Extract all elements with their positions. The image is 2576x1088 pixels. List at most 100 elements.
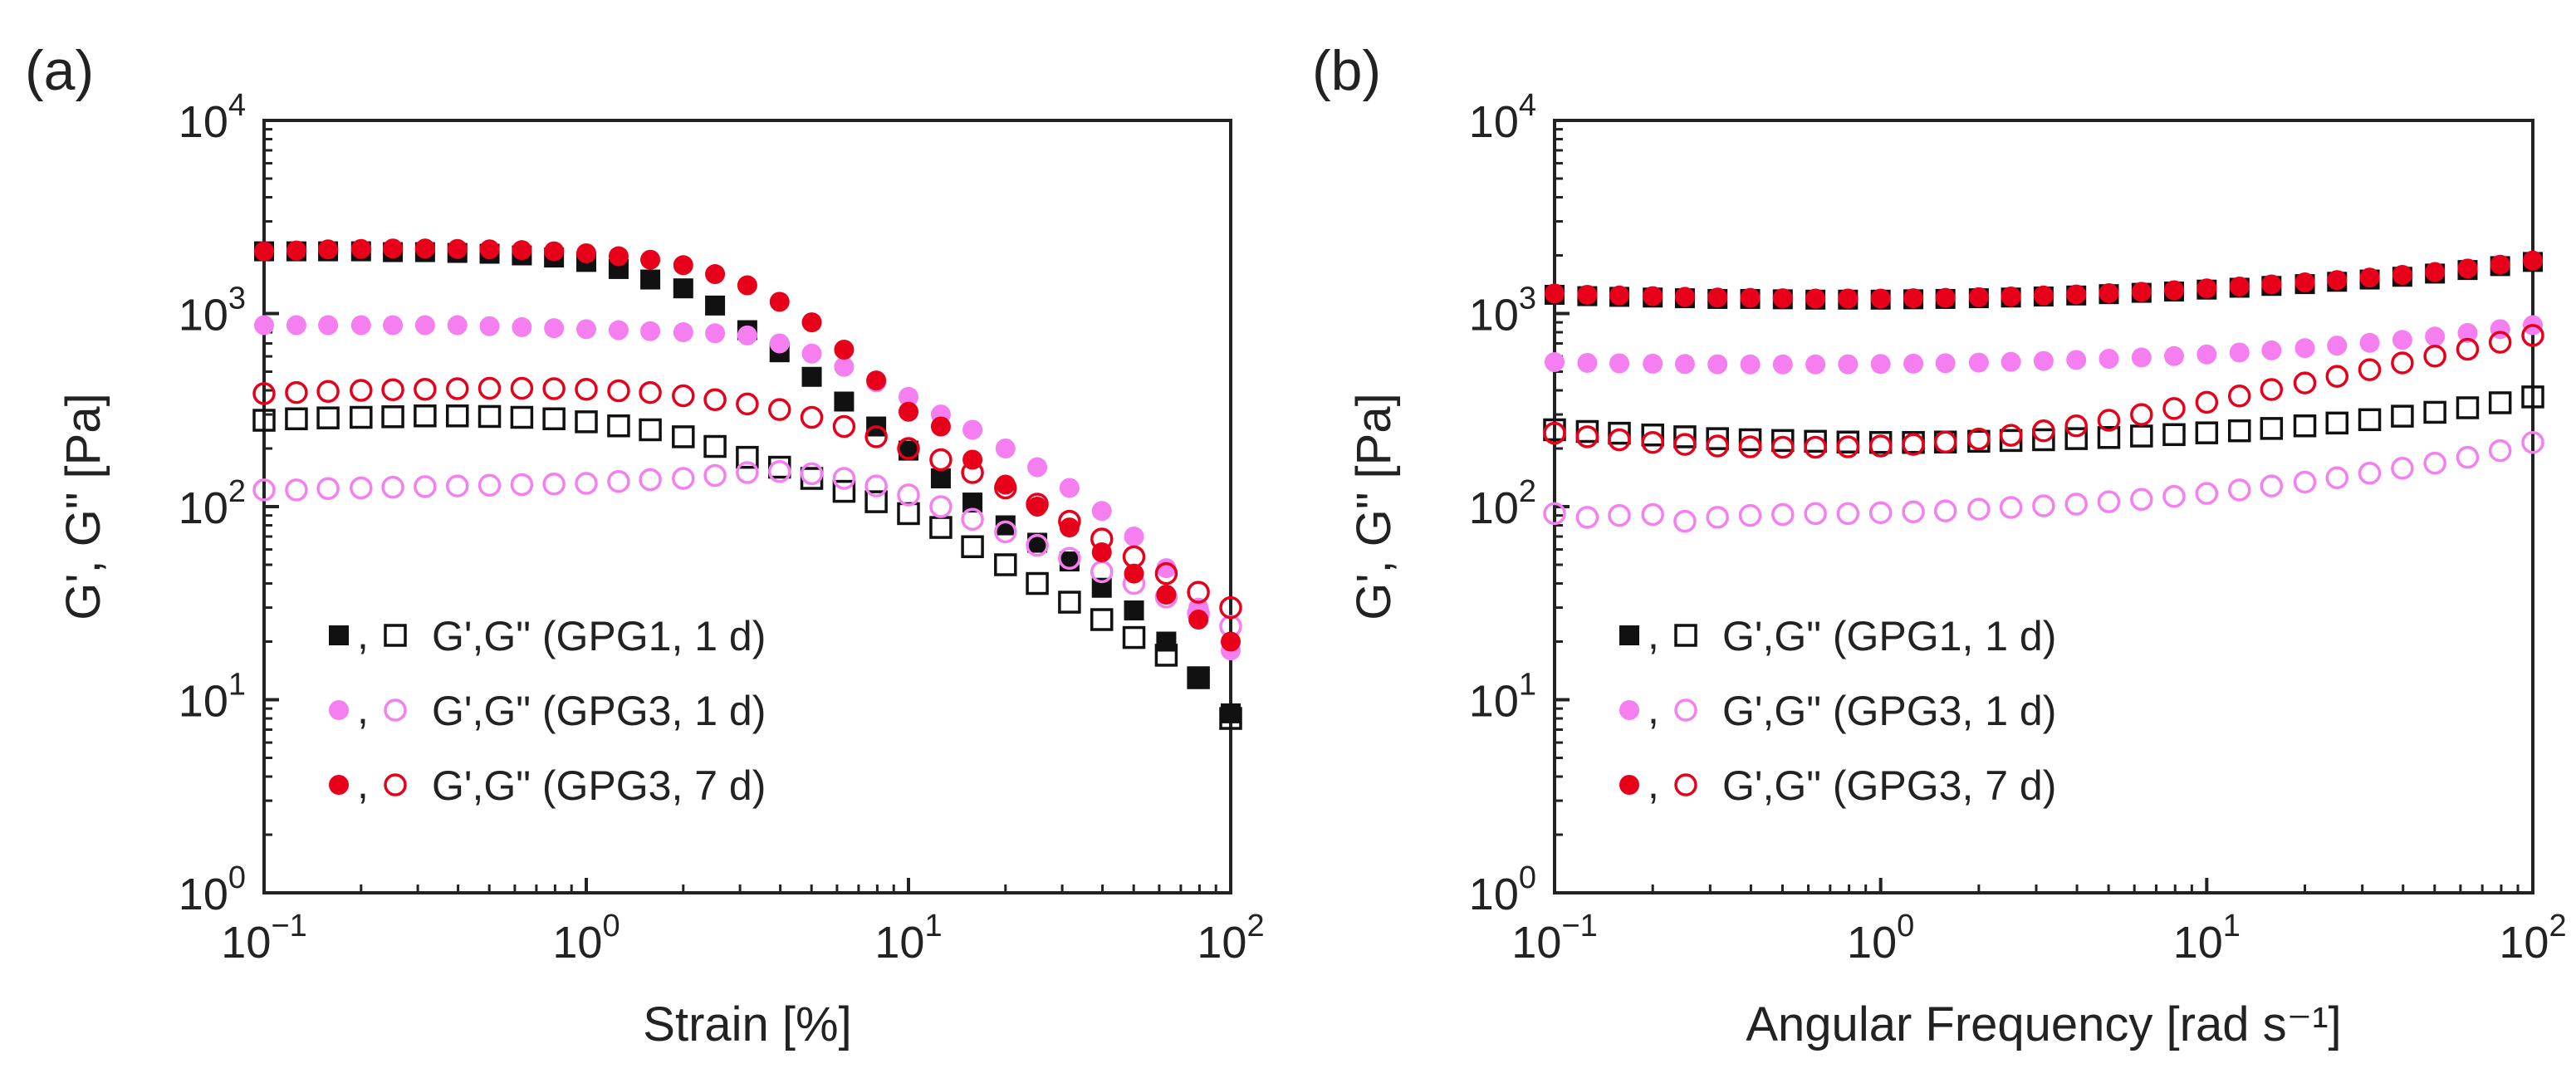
data-point [2261, 274, 2282, 295]
data-point [1575, 425, 1599, 448]
y-tick-label: 102 [1469, 474, 1536, 533]
data-point [510, 405, 534, 429]
data-point [2488, 391, 2512, 414]
data-point [1771, 429, 1795, 453]
data-point [961, 461, 984, 484]
data-series [1543, 430, 2544, 533]
y-tick-label-exponent: 2 [228, 474, 246, 509]
data-point [801, 343, 822, 364]
data-series [252, 404, 1242, 730]
data-point [2195, 390, 2219, 414]
data-point [800, 467, 824, 490]
data-point [2523, 250, 2543, 271]
legend-label: G',G" (GPG3, 1 d) [1722, 688, 2056, 734]
data-point [1156, 631, 1177, 652]
data-point [1933, 499, 1957, 522]
legend-marker-filled [329, 775, 349, 795]
data-point [2131, 282, 2152, 302]
legend-label: G',G" (GPG3, 7 d) [432, 762, 766, 809]
x-tick-label-exponent: −1 [271, 909, 306, 943]
x-tick-label-base: 10 [874, 918, 924, 968]
data-point [350, 315, 371, 336]
y-tick-label-exponent: 2 [1519, 474, 1536, 509]
data-point [1740, 354, 1761, 375]
data-point [383, 238, 404, 259]
data-point [800, 462, 824, 486]
data-point [639, 418, 662, 442]
data-point [2325, 466, 2349, 490]
data-point [1868, 501, 1893, 525]
data-point [1609, 353, 1630, 374]
data-point [2488, 439, 2512, 463]
y-tick-label: 100 [179, 860, 246, 919]
data-point [1772, 354, 1793, 375]
data-point [1968, 352, 1989, 373]
data-point [1935, 287, 1956, 308]
data-point [2163, 346, 2184, 366]
data-point [446, 377, 469, 400]
data-point [2162, 397, 2186, 420]
x-tick-label-base: 10 [552, 918, 602, 968]
data-point [477, 404, 502, 429]
data-series [1545, 250, 2543, 309]
data-point [962, 419, 983, 440]
data-point [2033, 285, 2054, 306]
data-point [1805, 288, 1826, 309]
data-point [2488, 331, 2512, 354]
data-point [2325, 411, 2349, 435]
data-point [2260, 474, 2284, 497]
data-point [1221, 631, 1241, 652]
data-point [2130, 403, 2153, 426]
y-tick-label: 103 [1469, 282, 1536, 341]
data-point [2392, 264, 2412, 285]
y-tick-label-exponent: 4 [1519, 88, 1536, 123]
data-point [2229, 342, 2250, 363]
data-point [2064, 493, 2088, 516]
data-point [2097, 409, 2121, 432]
data-point [2195, 421, 2219, 444]
x-tick-label: 10−1 [221, 909, 306, 968]
data-point [1772, 288, 1793, 309]
data-point [1641, 430, 1664, 454]
data-point [1740, 287, 1761, 308]
data-point [2001, 351, 2021, 372]
x-tick-label-base: 10 [1847, 918, 1897, 968]
legend-separator: , [1648, 761, 1659, 807]
data-point [575, 410, 598, 434]
data-point [930, 416, 951, 437]
data-point [1903, 353, 1924, 374]
data-point [703, 463, 727, 488]
data-point [350, 476, 373, 500]
data-point [479, 239, 500, 260]
data-point [318, 239, 339, 260]
data-point [1187, 666, 1210, 689]
legend-separator: , [357, 761, 369, 807]
data-point [1707, 354, 1728, 375]
data-point [2294, 272, 2315, 292]
y-tick-label-base: 10 [1469, 870, 1519, 919]
data-point [512, 316, 532, 337]
data-point [672, 384, 695, 408]
y-tick-label: 103 [179, 282, 246, 341]
data-point [1156, 585, 1177, 605]
data-point [2392, 330, 2412, 350]
legend-entry: , G',G" (GPG3, 1 d) [1619, 686, 2056, 734]
data-point [2391, 457, 2414, 480]
data-point [2294, 338, 2315, 359]
y-tick-label-base: 10 [1469, 97, 1519, 147]
data-point [703, 434, 727, 458]
legend-marker-open [1674, 698, 1697, 722]
data-point [1836, 430, 1860, 453]
y-tick-label-exponent: 0 [228, 860, 246, 895]
y-tick-label-exponent: 0 [1519, 860, 1536, 895]
data-point [2163, 280, 2184, 301]
legend-marker-open [1674, 773, 1697, 796]
data-point [1124, 563, 1144, 584]
data-point [576, 243, 596, 264]
data-point [864, 425, 888, 448]
data-point [2066, 284, 2087, 305]
data-point [2456, 445, 2480, 469]
data-point [2064, 414, 2088, 438]
data-point [1674, 287, 1695, 307]
